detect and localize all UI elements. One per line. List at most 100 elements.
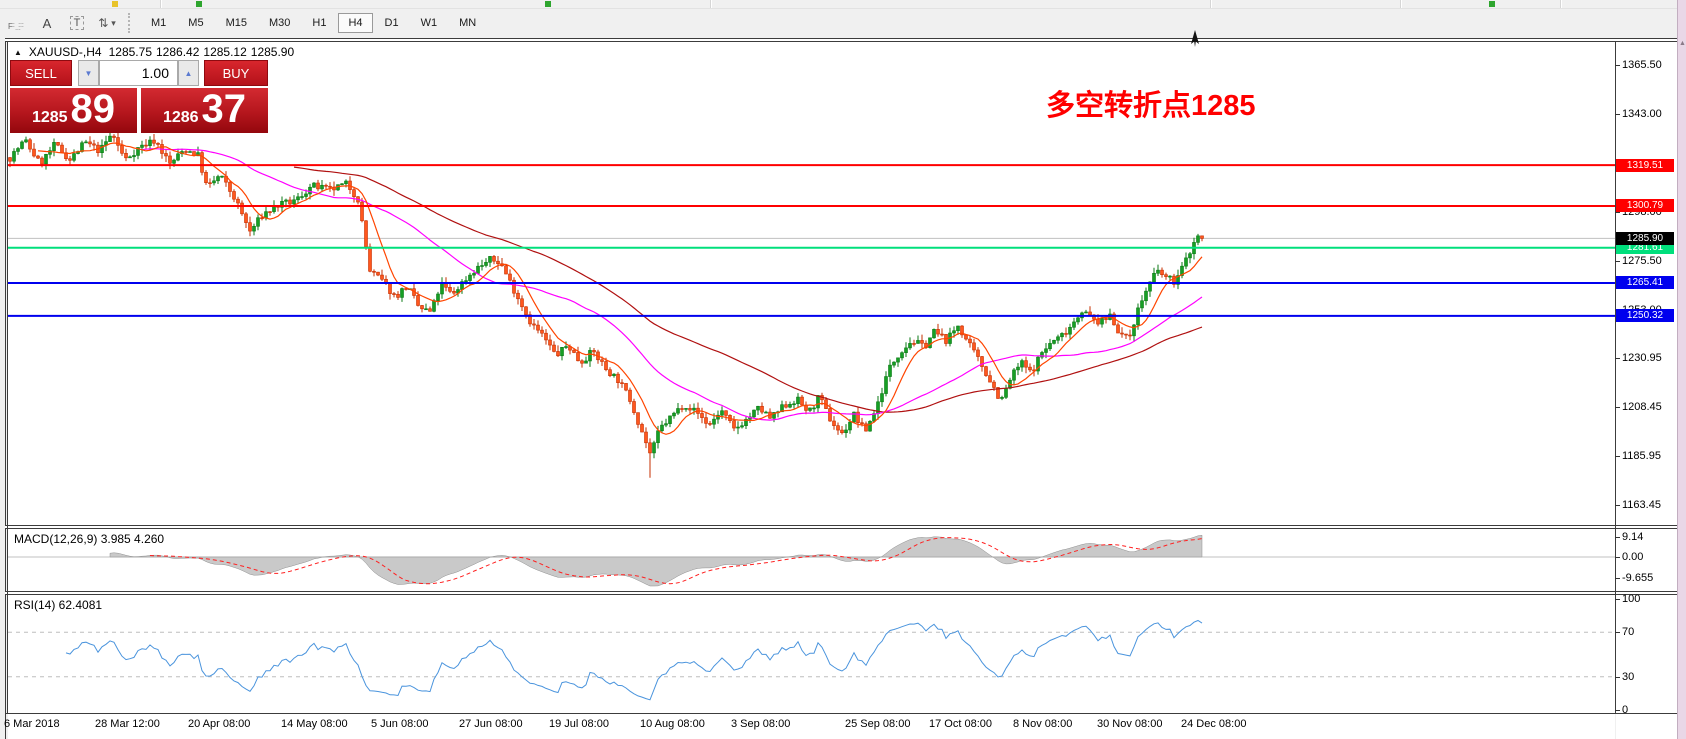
time-axis-label: 24 Dec 08:00	[1181, 718, 1247, 730]
macd-separator[interactable]	[5, 525, 1677, 529]
time-axis-label: 30 Nov 08:00	[1097, 718, 1163, 730]
timeframe-button-m1[interactable]: M1	[151, 17, 167, 29]
scrollbar-arrow-icon[interactable]: ▲	[1679, 40, 1686, 47]
level-price-label: 1265.41	[1616, 276, 1674, 289]
macd-tick-label: -9.655	[1622, 572, 1654, 584]
buy-price-display[interactable]: 1286 37	[141, 88, 268, 133]
time-axis-label: 25 Sep 08:00	[845, 718, 911, 730]
chart-annotation-text: 多空转折点1285	[1046, 90, 1256, 122]
time-axis-label: 20 Apr 08:00	[188, 718, 251, 730]
rsi-separator[interactable]	[5, 591, 1677, 595]
new-order-icon[interactable]	[112, 1, 118, 7]
dropdown-caret-icon[interactable]: ▾	[111, 17, 116, 28]
sell-price-big: 89	[70, 87, 116, 131]
time-scale-area[interactable]	[8, 714, 1615, 739]
timeframe-button-w1[interactable]: W1	[420, 17, 438, 29]
text-box-icon[interactable]: T	[64, 11, 90, 35]
macd-tick-label: 0.00	[1622, 551, 1644, 563]
current-price-label: 1285.90	[1616, 232, 1674, 245]
collapse-arrow-icon[interactable]: ▲	[14, 47, 22, 57]
volume-input[interactable]	[99, 60, 178, 86]
timeframe-button-m30[interactable]: M30	[268, 17, 291, 29]
rsi-tick-mark	[1615, 632, 1620, 633]
timeframe-button-mn[interactable]: MN	[459, 17, 477, 29]
time-axis-label: 8 Nov 08:00	[1013, 718, 1073, 730]
timeframe-bar: M1 M5 M15 M30 H1 H4 D1 W1 MN	[140, 13, 487, 33]
ma-mid-line	[141, 148, 1203, 421]
time-axis-label: 6 Mar 2018	[4, 718, 60, 730]
buy-button[interactable]: BUY	[204, 60, 268, 86]
one-click-trading-panel: SELL ▼ ▲ BUY 1285 89 1286 37	[10, 60, 268, 133]
macd-tick-mark	[1615, 557, 1620, 558]
volume-decrease-button[interactable]: ▼	[78, 60, 99, 86]
ohlc-low: 1285.12	[203, 45, 247, 59]
price-tick-label: 1230.95	[1622, 352, 1662, 364]
toolbar-separator	[128, 13, 135, 33]
price-tick-mark	[1615, 407, 1620, 408]
timeframe-button-d1[interactable]: D1	[384, 17, 399, 29]
toolbar-separator	[710, 0, 712, 8]
time-axis-label: 19 Jul 08:00	[549, 718, 609, 730]
mouse-cursor-icon	[1191, 30, 1199, 47]
price-tick-mark	[1615, 261, 1620, 262]
timeframe-button-m5[interactable]: M5	[188, 17, 204, 29]
rsi-tick-label: 0	[1622, 704, 1629, 716]
price-tick-mark	[1615, 65, 1620, 66]
level-price-label: 1319.51	[1616, 159, 1674, 172]
ohlc-high: 1286.42	[156, 45, 200, 59]
rsi-panel[interactable]	[8, 595, 1615, 713]
toolbar-separator	[160, 0, 162, 8]
timeframe-button-h1[interactable]: H1	[312, 17, 327, 29]
vertical-scrollbar[interactable]: ▲	[1677, 0, 1686, 739]
time-axis-label: 28 Mar 12:00	[95, 718, 160, 730]
rsi-tick-label: 70	[1622, 626, 1635, 638]
autotrading-icon[interactable]	[545, 1, 551, 7]
window-left-edge	[5, 38, 6, 739]
price-tick-mark	[1615, 358, 1620, 359]
price-tick-label: 1163.45	[1622, 499, 1661, 511]
text-label-icon[interactable]: A	[42, 15, 52, 31]
toolbar-separator	[1560, 0, 1562, 8]
time-axis-border	[5, 713, 1677, 714]
macd-chart[interactable]	[8, 529, 1615, 591]
rsi-line	[65, 619, 1203, 701]
rsi-label: RSI(14) 62.4081	[14, 598, 103, 612]
rsi-chart[interactable]	[8, 595, 1615, 713]
sell-price-small: 1285	[31, 109, 68, 126]
timeframe-button-h4[interactable]: H4	[338, 13, 373, 33]
sell-button[interactable]: SELL	[10, 60, 72, 86]
time-axis-label: 14 May 08:00	[281, 718, 348, 730]
price-tick-label: 1365.50	[1622, 59, 1662, 71]
time-axis-label: 10 Aug 08:00	[640, 718, 705, 730]
toolbar-separator	[1210, 0, 1212, 8]
price-tick-mark	[1615, 212, 1620, 213]
grid-f-icon: ﹍﹍ ﹍﹍ F﹍	[8, 15, 26, 31]
macd-tick-label: 9.14	[1622, 531, 1644, 543]
ohlc-open: 1285.75	[108, 45, 152, 59]
price-scale-area[interactable]	[1616, 42, 1677, 739]
rsi-tick-label: 100	[1622, 593, 1641, 605]
volume-increase-button[interactable]: ▲	[178, 60, 199, 86]
buy-price-big: 37	[201, 87, 247, 131]
price-tick-label: 1343.00	[1622, 108, 1662, 120]
window-top-border	[5, 38, 1677, 42]
price-tick-label: 1208.45	[1622, 401, 1662, 413]
time-axis-label: 17 Oct 08:00	[929, 718, 992, 730]
timeframe-button-m15[interactable]: M15	[225, 17, 247, 29]
crosshair-grid-icon[interactable]: ﹍﹍ ﹍﹍ F﹍	[4, 11, 30, 35]
macd-signal-line	[149, 537, 1203, 585]
sell-price-display[interactable]: 1285 89	[10, 88, 137, 133]
time-axis-label: 3 Sep 08:00	[731, 718, 791, 730]
indicator-icon[interactable]	[1489, 1, 1495, 7]
price-tick-mark	[1615, 505, 1620, 506]
candlestick-chart[interactable]	[8, 42, 1615, 525]
rsi-tick-mark	[1615, 677, 1620, 678]
drawing-toolbar: ﹍﹍ ﹍﹍ F﹍ A T ⇅ ▾ M1 M5 M15 M30 H1 H4 D1 W1 MN	[0, 9, 1686, 37]
arrow-objects-icon[interactable]: ⇅ ▾	[98, 16, 116, 30]
ma-fast-line	[37, 142, 1203, 435]
expert-advisor-icon[interactable]	[196, 1, 202, 7]
ma-slow-line	[293, 166, 1203, 413]
plot-right-border	[1615, 42, 1616, 714]
plot-left-border	[7, 42, 8, 714]
